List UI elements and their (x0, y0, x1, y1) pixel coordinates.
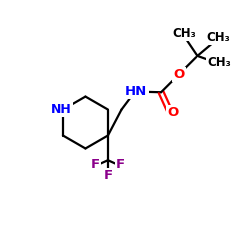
Text: F: F (90, 158, 100, 171)
Text: CH₃: CH₃ (172, 27, 196, 40)
Text: CH₃: CH₃ (207, 56, 231, 69)
Text: F: F (116, 158, 125, 171)
Text: HN: HN (125, 85, 148, 98)
Text: CH₃: CH₃ (206, 31, 230, 44)
Text: O: O (173, 68, 184, 81)
Text: F: F (103, 169, 113, 182)
Text: O: O (167, 106, 178, 119)
Text: NH: NH (51, 103, 72, 116)
